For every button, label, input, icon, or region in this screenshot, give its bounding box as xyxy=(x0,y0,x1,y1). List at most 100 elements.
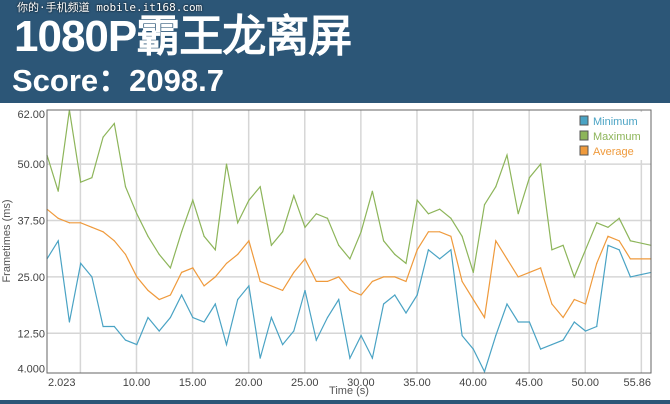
legend-label-minimum: Minimum xyxy=(593,116,638,128)
data-point-maximum xyxy=(203,235,205,237)
data-point-maximum xyxy=(124,186,127,188)
data-point-average xyxy=(259,280,261,283)
data-point-maximum xyxy=(394,253,396,255)
data-point-average xyxy=(371,280,373,283)
data-point-minimum xyxy=(124,339,127,341)
data-point-average xyxy=(214,276,216,278)
data-point-minimum xyxy=(506,303,508,305)
data-point-minimum xyxy=(259,357,261,359)
data-point-minimum xyxy=(282,343,284,346)
data-point-average xyxy=(573,298,575,301)
data-point-minimum xyxy=(102,325,104,328)
data-point-average xyxy=(495,240,497,242)
legend-swatch-maximum xyxy=(579,130,589,141)
data-point-maximum xyxy=(259,186,261,188)
data-point-average xyxy=(596,262,598,264)
data-point-maximum xyxy=(270,244,272,246)
data-point-average xyxy=(427,231,430,233)
data-point-average xyxy=(68,222,71,224)
data-point-minimum xyxy=(416,294,418,296)
data-point-maximum xyxy=(57,190,59,192)
data-point-average xyxy=(461,280,463,283)
x-axis-label: Time (s) xyxy=(329,385,369,397)
data-point-minimum xyxy=(158,330,160,332)
data-point-maximum xyxy=(472,271,474,274)
data-point-maximum xyxy=(584,249,587,251)
data-point-maximum xyxy=(102,136,104,138)
x-tick-label: 55.86 xyxy=(623,377,651,389)
data-point-minimum xyxy=(450,249,452,251)
data-point-maximum xyxy=(293,195,295,197)
y-tick-label: 62.00 xyxy=(17,109,45,121)
data-point-average xyxy=(472,298,474,301)
data-point-minimum xyxy=(427,249,430,251)
data-point-minimum xyxy=(181,294,183,296)
data-point-maximum xyxy=(427,213,430,215)
data-point-minimum xyxy=(528,321,531,323)
legend: Minimum Maximum Average xyxy=(577,112,645,160)
x-axis: 2.023 10.00 15.00 20.00 25.00 30.00 35.00 40.00… xyxy=(48,377,651,389)
data-point-maximum xyxy=(540,163,542,165)
y-tick-label: 50.00 xyxy=(17,159,45,171)
legend-swatch-average xyxy=(579,145,589,156)
data-point-average xyxy=(158,298,160,301)
data-point-maximum xyxy=(573,276,575,278)
data-point-minimum xyxy=(270,316,272,319)
data-point-maximum xyxy=(248,199,250,201)
data-point-minimum xyxy=(607,244,609,246)
series-line-minimum xyxy=(46,239,652,374)
data-point-minimum xyxy=(349,357,351,359)
y-axis: 4.000 12.50 25.00 37.50 50.00 62.00 xyxy=(17,109,45,376)
data-point-maximum xyxy=(405,262,407,264)
y-tick-label: 12.50 xyxy=(17,328,45,340)
data-point-minimum xyxy=(315,339,317,341)
data-point-maximum xyxy=(169,267,172,269)
data-point-maximum xyxy=(607,226,609,228)
data-point-minimum xyxy=(618,249,620,251)
data-point-minimum xyxy=(169,316,172,319)
data-point-minimum xyxy=(304,289,306,292)
data-point-maximum xyxy=(360,231,362,233)
data-point-minimum xyxy=(225,343,228,346)
data-point-average xyxy=(282,289,284,292)
data-point-average xyxy=(136,276,138,278)
data-point-minimum xyxy=(360,334,362,337)
data-point-minimum xyxy=(338,298,340,301)
data-point-average xyxy=(147,289,149,292)
data-point-minimum xyxy=(113,325,115,328)
data-point-average xyxy=(57,217,59,219)
data-point-average xyxy=(237,253,239,255)
data-point-minimum xyxy=(57,240,59,242)
header-banner: 你的·手机频道 mobile.it168.com 1080P霸王龙离屏 Scor… xyxy=(0,0,670,103)
data-point-maximum xyxy=(382,240,385,242)
data-point-maximum xyxy=(80,181,82,183)
data-point-average xyxy=(270,285,272,287)
data-point-minimum xyxy=(394,294,396,296)
x-tick-label: 10.00 xyxy=(123,377,151,389)
data-point-maximum xyxy=(214,249,216,251)
data-point-minimum xyxy=(326,316,329,319)
data-point-average xyxy=(416,249,418,251)
data-point-minimum xyxy=(371,357,373,359)
data-point-average xyxy=(517,276,519,278)
data-point-maximum xyxy=(450,217,452,219)
data-point-maximum xyxy=(181,231,183,233)
data-point-maximum xyxy=(192,199,194,201)
x-tick-label: 40.00 xyxy=(459,377,487,389)
data-point-minimum xyxy=(461,334,463,337)
data-point-maximum xyxy=(225,163,228,165)
data-point-minimum xyxy=(551,343,553,346)
data-point-average xyxy=(607,235,609,237)
data-point-minimum xyxy=(203,321,205,323)
legend-swatch-minimum xyxy=(579,115,589,126)
data-point-average xyxy=(192,267,194,269)
data-point-minimum xyxy=(472,348,474,350)
data-point-maximum xyxy=(495,186,497,188)
legend-label-average: Average xyxy=(593,146,634,158)
page-title: 1080P霸王龙离屏 xyxy=(14,12,352,61)
y-tick-label: 37.50 xyxy=(17,216,45,228)
data-point-maximum xyxy=(91,177,93,179)
data-point-maximum xyxy=(618,217,620,219)
data-point-minimum xyxy=(439,258,441,260)
data-point-minimum xyxy=(80,262,82,264)
